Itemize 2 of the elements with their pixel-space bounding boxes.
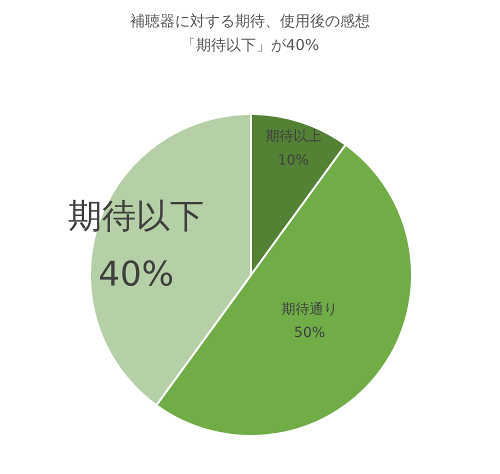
title: 補聴器に対する期待、使用後の感想: [130, 12, 370, 30]
subtitle: 「期待以下」が40%: [180, 36, 320, 54]
